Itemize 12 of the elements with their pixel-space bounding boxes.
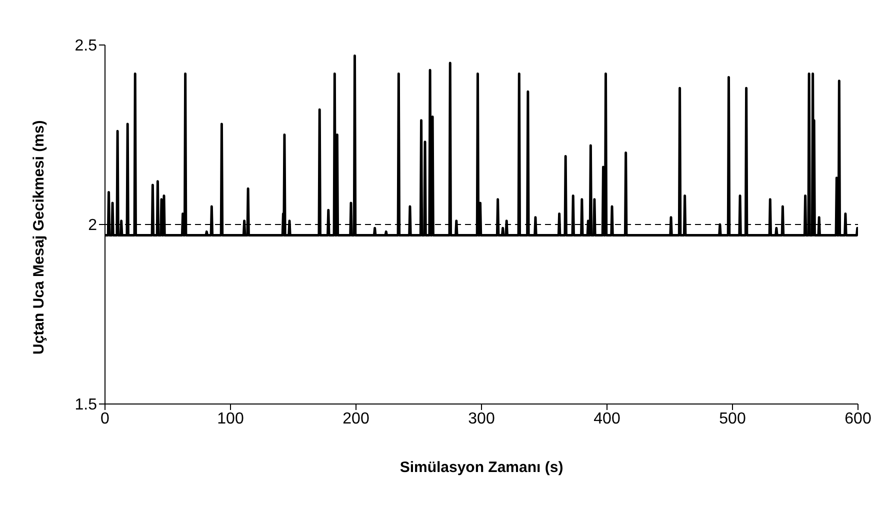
x-tick-label: 600: [844, 410, 872, 428]
x-tick-label: 500: [719, 410, 746, 428]
x-tick-label: 200: [342, 410, 370, 428]
x-tick-label: 0: [100, 410, 110, 428]
y-tick-label: 2: [88, 217, 98, 234]
x-tick-label: 100: [217, 410, 244, 428]
x-tick-label: 300: [468, 410, 495, 428]
x-axis-title: Simülasyon Zamanı (s): [400, 459, 564, 476]
y-axis-title: Uçtan Uca Mesaj Gecikmesi (ms): [30, 120, 48, 354]
y-tick-label: 1.5: [74, 396, 98, 414]
y-tick-label: 2.5: [74, 38, 98, 55]
x-tick-label: 400: [594, 410, 620, 428]
